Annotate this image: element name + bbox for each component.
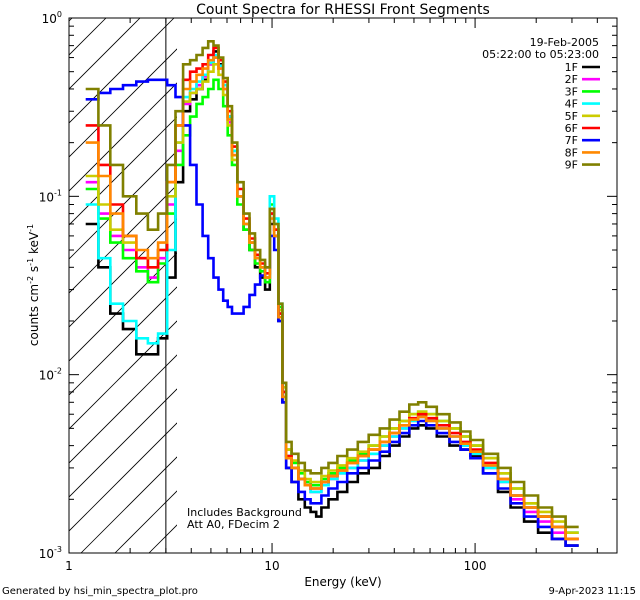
legend-label-5F: 5F	[565, 110, 578, 123]
attenuator-hatch-region	[0, 0, 177, 553]
series-line-6F	[85, 46, 579, 541]
hatch-line	[69, 422, 177, 532]
hatch-line	[114, 490, 177, 553]
hatch-line	[69, 184, 177, 294]
legend-label-3F: 3F	[565, 85, 578, 98]
x-tick-label: 1	[65, 559, 73, 573]
legend-date: 19-Feb-2005	[530, 36, 599, 49]
series-group	[85, 40, 579, 547]
hatch-line	[69, 218, 177, 328]
series-line-9F	[85, 40, 579, 529]
legend-label-8F: 8F	[565, 146, 578, 159]
hatch-line	[69, 388, 177, 498]
y-tick-labels: 10-3 10-2 10-1 100	[39, 10, 62, 561]
legend-label-7F: 7F	[565, 134, 578, 147]
footer-timestamp: 9-Apr-2023 11:15	[549, 586, 636, 597]
legend-label-4F: 4F	[565, 98, 578, 111]
series-line-7F	[85, 78, 579, 547]
x-tick-label: 100	[464, 559, 487, 573]
chart-title: Count Spectra for RHESSI Front Segments	[196, 2, 490, 18]
y-axis-label: counts cm-2 s-1 keV-1	[26, 224, 41, 346]
hatch-line	[69, 286, 177, 396]
hatch-line	[69, 18, 175, 124]
legend-time-range: 05:22:00 to 05:23:00	[482, 48, 599, 61]
legend-label-6F: 6F	[565, 122, 578, 135]
hatch-line	[69, 354, 177, 464]
x-axis-label: Energy (keV)	[304, 575, 381, 589]
annotation-attenuator: Att A0, FDecim 2	[187, 518, 280, 531]
hatch-line	[69, 320, 177, 430]
x-tick-labels: 1 10 100	[65, 559, 486, 573]
y-tick-label: 10-1	[39, 188, 62, 204]
x-tick-label: 10	[264, 559, 279, 573]
hatch-line	[80, 456, 177, 553]
y-tick-label: 10-2	[39, 367, 62, 383]
hatch-line	[0, 0, 29, 553]
legend-label-9F: 9F	[565, 159, 578, 172]
y-tick-label: 10-3	[39, 545, 62, 561]
annotation-background: Includes Background	[187, 506, 302, 519]
series-line-3F	[85, 78, 579, 534]
hatch-line	[69, 18, 73, 22]
hatch-line	[69, 48, 177, 158]
footer-generated-by: Generated by hsi_min_spectra_plot.pro	[2, 586, 198, 597]
y-tick-label: 100	[42, 10, 62, 26]
plot-frame	[68, 17, 618, 554]
hatch-line	[69, 18, 141, 90]
axis-ticks	[68, 17, 618, 554]
legend-label-2F: 2F	[565, 73, 578, 86]
series-line-4F	[85, 53, 579, 534]
legend-label-1F: 1F	[565, 61, 578, 74]
